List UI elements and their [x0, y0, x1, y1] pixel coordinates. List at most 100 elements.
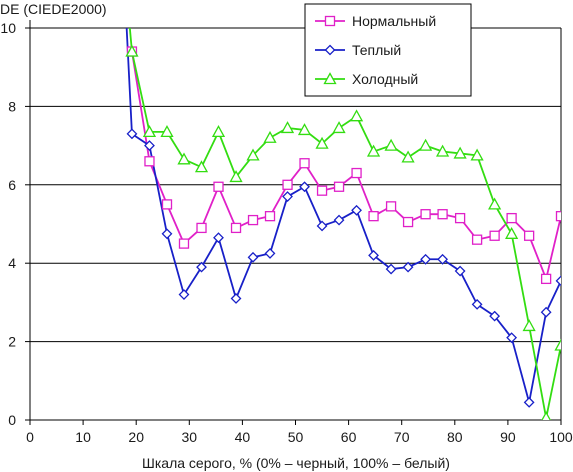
data-point — [541, 411, 551, 420]
data-point — [247, 214, 259, 226]
x-tick-label: 20 — [128, 429, 144, 445]
x-tick-label: 60 — [341, 429, 357, 445]
data-point — [435, 144, 450, 157]
data-point — [142, 125, 157, 138]
x-axis-title: Шкала серого, % (0% – черный, 100% – бел… — [142, 455, 450, 471]
data-point — [522, 319, 536, 332]
data-point — [402, 261, 414, 273]
data-point — [315, 136, 329, 149]
data-point — [196, 261, 207, 273]
x-tick-label: 80 — [447, 429, 463, 445]
data-point — [489, 230, 500, 241]
data-point — [211, 125, 226, 138]
data-point — [540, 306, 552, 318]
data-point — [161, 228, 173, 240]
y-axis-title: DE (CIEDE2000) — [0, 1, 107, 17]
grid-lines — [30, 27, 561, 343]
data-point — [437, 253, 449, 265]
data-point — [437, 209, 448, 220]
data-point — [230, 222, 242, 234]
data-point — [505, 226, 519, 239]
data-point — [263, 130, 277, 143]
data-point — [144, 140, 155, 152]
legend-label: Нормальный — [352, 13, 436, 29]
data-point — [470, 148, 484, 161]
data-point — [555, 211, 561, 222]
x-tick-label: 100 — [549, 429, 573, 445]
data-point — [506, 332, 518, 344]
data-point — [385, 201, 397, 212]
data-point — [178, 238, 190, 249]
data-point — [368, 211, 379, 222]
y-tick-label: 4 — [8, 255, 16, 271]
data-point — [489, 310, 501, 322]
data-point — [177, 152, 191, 165]
data-point — [280, 121, 295, 134]
data-point — [324, 44, 336, 56]
y-tick-label: 2 — [8, 334, 16, 350]
data-point — [333, 181, 345, 192]
legend: Нормальный Теплый Холодный — [304, 3, 472, 97]
y-tick-label: 10 — [0, 20, 16, 36]
data-point — [126, 128, 138, 140]
data-point — [213, 181, 224, 192]
data-point — [555, 275, 561, 287]
data-point — [506, 212, 517, 224]
data-point — [554, 338, 561, 351]
legend-label: Холодный — [352, 71, 418, 87]
tick-labels: 0 10 20 30 40 50 60 70 80 90 100 0 2 4 6 8 10 — [0, 20, 572, 445]
data-point — [523, 230, 535, 241]
data-point — [196, 222, 207, 234]
x-tick-label: 70 — [394, 429, 410, 445]
data-point — [384, 138, 398, 151]
data-point — [401, 150, 415, 163]
data-point — [351, 167, 362, 179]
data-point — [316, 220, 328, 232]
data-point — [316, 185, 328, 196]
data-point — [523, 396, 535, 408]
data-point — [402, 216, 414, 228]
data-point — [385, 263, 397, 275]
data-point — [213, 232, 224, 244]
x-tick-label: 50 — [288, 429, 304, 445]
data-point — [324, 15, 336, 27]
data-point — [282, 179, 293, 190]
data-point — [247, 251, 259, 263]
y-tick-label: 8 — [8, 98, 16, 114]
x-tick-label: 0 — [26, 429, 34, 445]
data-point — [420, 209, 431, 220]
data-point — [454, 265, 466, 277]
data-point — [333, 214, 345, 226]
data-point — [368, 249, 379, 261]
data-point — [471, 234, 483, 245]
data-point — [488, 197, 502, 210]
data-point — [299, 158, 310, 169]
data-point — [323, 72, 337, 85]
data-point — [161, 199, 173, 210]
data-point — [282, 191, 293, 202]
data-point — [246, 148, 260, 161]
data-point — [366, 144, 381, 157]
data-point — [178, 289, 190, 300]
data-point — [299, 181, 310, 193]
legend-label: Теплый — [352, 42, 401, 58]
data-point — [144, 156, 155, 167]
data-point — [229, 170, 243, 183]
data-point — [125, 44, 139, 57]
data-point — [297, 123, 312, 136]
data-point — [230, 293, 242, 304]
data-point — [454, 212, 466, 224]
x-tick-label: 30 — [182, 429, 198, 445]
data-point — [194, 160, 209, 173]
data-point — [540, 273, 552, 285]
plot-area — [125, 28, 561, 420]
data-point — [349, 109, 364, 122]
data-point — [332, 121, 346, 134]
y-tick-label: 0 — [8, 412, 16, 428]
data-point — [264, 211, 276, 222]
data-point — [264, 247, 276, 259]
axes — [25, 20, 562, 425]
x-tick-label: 40 — [235, 429, 251, 445]
